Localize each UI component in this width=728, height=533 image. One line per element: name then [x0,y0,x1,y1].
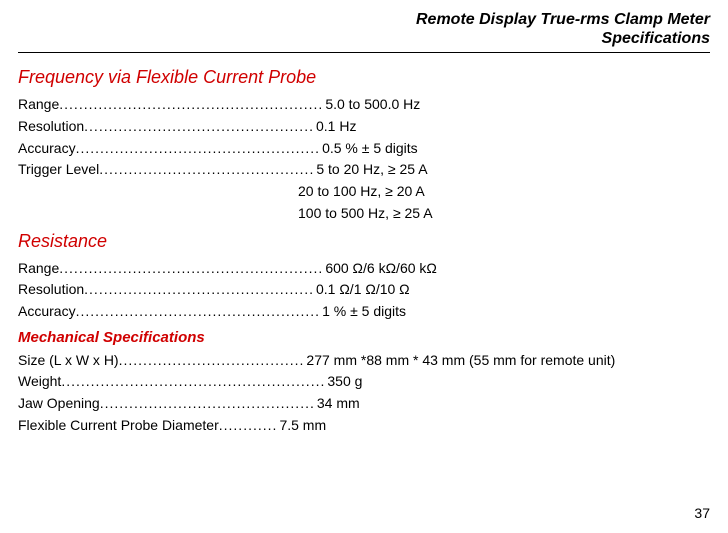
leader-dots: ........................................… [76,138,320,160]
leader-dots: ........................................… [84,116,314,138]
leader-dots: ............ [219,415,278,437]
spec-row-probe-diameter: Flexible Current Probe Diameter ........… [18,415,710,437]
page-header: Remote Display True-rms Clamp Meter Spec… [18,10,710,53]
spec-value: 34 mm [315,393,360,415]
spec-value: 5 to 20 Hz, ≥ 25 A [314,159,427,181]
spec-label: Range [18,94,59,116]
leader-dots: ........................................… [59,94,323,116]
spec-row-accuracy: Accuracy ...............................… [18,138,710,160]
page: Remote Display True-rms Clamp Meter Spec… [0,0,728,533]
section-title-resistance: Resistance [18,231,710,252]
spec-value: 350 g [325,371,362,393]
spec-label: Trigger Level [18,159,99,181]
spec-row-resolution: Resolution .............................… [18,116,710,138]
spec-value: 0.1 Hz [314,116,356,138]
spec-row-accuracy: Accuracy ...............................… [18,301,710,323]
spec-row-trigger: Trigger Level ..........................… [18,159,710,181]
spec-label: Jaw Opening [18,393,100,415]
spec-label: Size (L x W x H) [18,350,119,372]
spec-label: Resolution [18,279,84,301]
spec-row-weight: Weight .................................… [18,371,710,393]
header-line-1: Remote Display True-rms Clamp Meter [18,10,710,29]
header-line-2: Specifications [18,29,710,48]
leader-dots: ........................................… [59,258,323,280]
spec-row-range: Range ..................................… [18,258,710,280]
spec-row-jaw: Jaw Opening ............................… [18,393,710,415]
leader-dots: ........................................… [84,279,314,301]
spec-label: Flexible Current Probe Diameter [18,415,219,437]
spec-label: Weight [18,371,61,393]
spec-value: 7.5 mm [277,415,326,437]
trigger-cont-2: 100 to 500 Hz, ≥ 25 A [18,203,710,225]
spec-value: 1 % ± 5 digits [320,301,406,323]
leader-dots: ........................................… [61,371,325,393]
spec-label: Resolution [18,116,84,138]
spec-row-resolution: Resolution .............................… [18,279,710,301]
leader-dots: ........................................… [100,393,315,415]
leader-dots: ...................................... [119,350,305,372]
section-title-frequency: Frequency via Flexible Current Probe [18,67,710,88]
spec-row-size: Size (L x W x H) .......................… [18,350,710,372]
section-title-mechanical: Mechanical Specifications [18,329,710,346]
spec-label: Accuracy [18,301,76,323]
spec-row-range: Range ..................................… [18,94,710,116]
leader-dots: ........................................… [99,159,314,181]
leader-dots: ........................................… [76,301,320,323]
spec-value: 277 mm *88 mm * 43 mm (55 mm for remote … [304,350,615,372]
spec-value: 0.1 Ω/1 Ω/10 Ω [314,279,410,301]
trigger-cont-1: 20 to 100 Hz, ≥ 20 A [18,181,710,203]
spec-value: 0.5 % ± 5 digits [320,138,418,160]
spec-value: 600 Ω/6 kΩ/60 kΩ [323,258,437,280]
spec-value: 5.0 to 500.0 Hz [323,94,420,116]
spec-label: Accuracy [18,138,76,160]
spec-label: Range [18,258,59,280]
page-number: 37 [694,505,710,521]
